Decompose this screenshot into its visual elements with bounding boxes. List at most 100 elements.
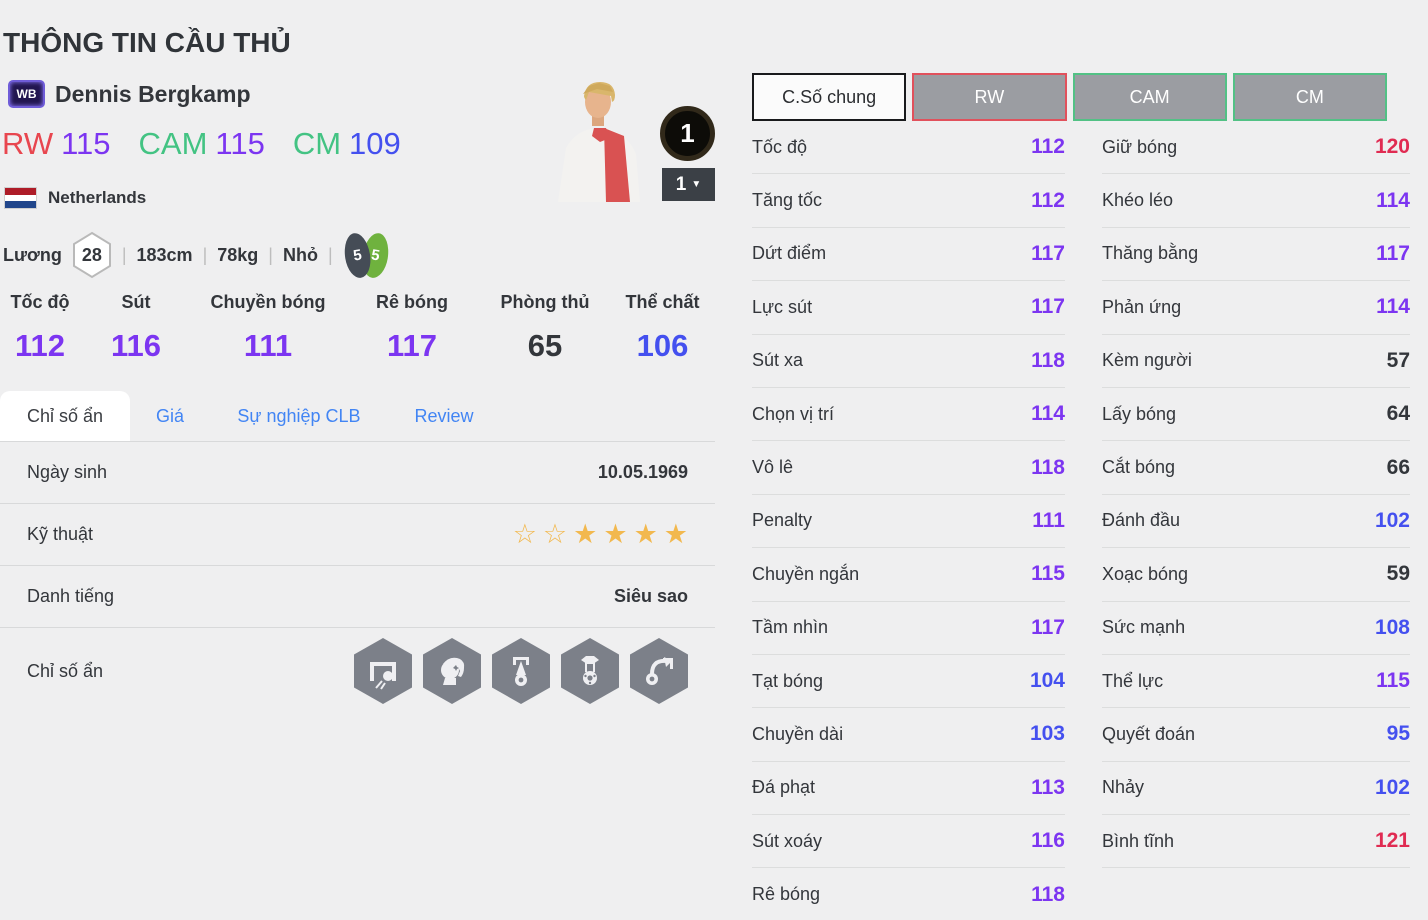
stat-row: Vô lê 118 bbox=[752, 441, 1065, 495]
tab[interactable]: Review bbox=[414, 406, 474, 426]
stat-row: Tầm nhìn 117 bbox=[752, 602, 1065, 655]
stat-label: Tầm nhìn bbox=[752, 617, 829, 638]
stat-value: 104 bbox=[1029, 669, 1065, 693]
stat-value: 118 bbox=[1031, 455, 1065, 479]
stat-value: 117 bbox=[1031, 615, 1065, 639]
separator: | bbox=[121, 244, 127, 265]
summary-stat: Phòng thủ 65 bbox=[480, 292, 610, 364]
stat-label: Bình tĩnh bbox=[1102, 830, 1175, 851]
weight-value: 78kg bbox=[217, 244, 259, 265]
stat-view-button[interactable]: RW bbox=[912, 73, 1067, 121]
hidden-traits-row: Chỉ số ẩn bbox=[0, 628, 715, 714]
stat-value: 95 bbox=[1386, 722, 1410, 746]
position-label: CAM bbox=[138, 126, 208, 161]
height-value: 183cm bbox=[136, 244, 193, 265]
stat-row: Phản ứng 114 bbox=[1102, 281, 1410, 335]
star-icon: ★ bbox=[663, 519, 688, 549]
summary-stat-label: Chuyền bóng bbox=[210, 292, 326, 312]
star-icon: ★ bbox=[573, 519, 598, 549]
stat-label: Lấy bóng bbox=[1102, 403, 1177, 424]
count-dropdown[interactable]: 1 ▼ bbox=[662, 168, 715, 201]
summary-stat-label: Phòng thủ bbox=[500, 292, 590, 312]
stat-label: Sức mạnh bbox=[1102, 617, 1186, 638]
detail-stats-left-column: Tốc độ 112 Tăng tốc 112 Dứt điểm 117 Lực… bbox=[752, 121, 1065, 920]
tab[interactable]: Sự nghiệp CLB bbox=[237, 406, 361, 426]
foot-ratings: 5 5 bbox=[341, 230, 392, 280]
position-rating: CM 109 bbox=[293, 126, 401, 162]
skill-row: Kỹ thuật ☆ ☆ ★ ★ ★ ★ bbox=[0, 504, 715, 566]
summary-stat-label: Thể chất bbox=[625, 292, 700, 312]
stat-view-button[interactable]: CAM bbox=[1072, 73, 1227, 121]
chevron-down-icon: ▼ bbox=[691, 179, 702, 190]
stat-value: 117 bbox=[1031, 241, 1065, 265]
fame-label: Danh tiếng bbox=[27, 586, 115, 606]
summary-stat-value: 112 bbox=[14, 328, 65, 363]
stat-value: 121 bbox=[1374, 829, 1410, 853]
count-dropdown-value: 1 bbox=[675, 173, 687, 195]
summary-stat: Sút 116 bbox=[80, 292, 192, 364]
position-ratings: RW 115 CAM 115 CM 109 bbox=[2, 126, 401, 162]
position-value: 109 bbox=[349, 126, 401, 161]
player-photo bbox=[550, 74, 646, 207]
player-name-row: WB Dennis Bergkamp bbox=[8, 80, 251, 108]
tab[interactable]: Giá bbox=[155, 406, 184, 426]
tab[interactable]: Chỉ số ẩn bbox=[0, 391, 130, 442]
summary-stats-row: Tốc độ 112 Sút 116 Chuyền bóng 111 Rê bó… bbox=[0, 292, 715, 364]
stat-label: Thể lực bbox=[1102, 670, 1164, 691]
page-title: THÔNG TIN CẦU THỦ bbox=[3, 26, 291, 58]
stat-label: Chọn vị trí bbox=[752, 403, 835, 424]
stat-row: Đánh đầu 102 bbox=[1102, 495, 1410, 549]
stat-view-button[interactable]: C.Số chung bbox=[752, 73, 907, 121]
fame-value: Siêu sao bbox=[613, 586, 688, 606]
summary-stat: Chuyền bóng 111 bbox=[192, 292, 344, 364]
stat-row: Nhảy 102 bbox=[1102, 762, 1410, 816]
nation-name: Netherlands bbox=[48, 188, 147, 207]
summary-stat-label: Tốc độ bbox=[10, 292, 70, 312]
stat-label: Sút xa bbox=[752, 350, 804, 371]
stat-value: 113 bbox=[1031, 775, 1065, 799]
skill-label: Kỹ thuật bbox=[27, 524, 94, 544]
salary-value: 28 bbox=[81, 244, 102, 265]
summary-stat-value: 106 bbox=[636, 328, 689, 363]
summary-stat-label: Rê bóng bbox=[376, 292, 448, 312]
stat-label: Xoạc bóng bbox=[1102, 563, 1189, 584]
stat-row: Thăng bằng 117 bbox=[1102, 228, 1410, 282]
stat-label: Tăng tốc bbox=[752, 190, 823, 211]
stat-value: 112 bbox=[1031, 135, 1065, 159]
stat-row: Tốc độ 112 bbox=[752, 121, 1065, 175]
stat-value: 64 bbox=[1386, 402, 1410, 426]
salary-label: Lương bbox=[3, 244, 62, 265]
goal-shot-icon bbox=[354, 638, 412, 704]
stat-label: Quyết đoán bbox=[1102, 723, 1196, 744]
body-type-value: Nhỏ bbox=[282, 244, 318, 265]
stat-row: Giữ bóng 120 bbox=[1102, 121, 1410, 175]
stat-value: 111 bbox=[1032, 508, 1065, 532]
stat-label: Giữ bóng bbox=[1102, 136, 1178, 157]
stat-view-button[interactable]: CM bbox=[1232, 73, 1387, 121]
stat-view-buttons: C.Số chung RW CAM CM bbox=[752, 73, 1387, 121]
stat-row: Dứt điểm 117 bbox=[752, 228, 1065, 282]
power-drive-icon bbox=[492, 638, 550, 704]
position-rating: RW 115 bbox=[2, 126, 111, 162]
stat-row: Tăng tốc 112 bbox=[752, 174, 1065, 228]
stat-value: 102 bbox=[1374, 508, 1410, 532]
stat-row: Đá phạt 113 bbox=[752, 762, 1065, 816]
summary-stat-value: 111 bbox=[243, 328, 293, 363]
stat-value: 114 bbox=[1376, 295, 1410, 319]
stat-value: 114 bbox=[1031, 402, 1065, 426]
stat-value: 118 bbox=[1031, 348, 1065, 372]
summary-stat-label: Sút bbox=[121, 292, 151, 312]
nationality-row: Netherlands bbox=[4, 187, 146, 209]
position-label: CM bbox=[292, 126, 342, 161]
stat-row: Sức mạnh 108 bbox=[1102, 602, 1410, 655]
stat-label: Sút xoáy bbox=[752, 830, 823, 851]
summary-stat: Tốc độ 112 bbox=[0, 292, 80, 364]
stat-row: Thể lực 115 bbox=[1102, 655, 1410, 709]
stat-value: 114 bbox=[1376, 188, 1410, 212]
hidden-traits-label: Chỉ số ẩn bbox=[27, 660, 104, 681]
star-icon: ★ bbox=[633, 519, 658, 549]
stat-row: Sút xa 118 bbox=[752, 335, 1065, 388]
stat-value: 102 bbox=[1374, 775, 1410, 799]
position-value: 115 bbox=[61, 126, 111, 161]
